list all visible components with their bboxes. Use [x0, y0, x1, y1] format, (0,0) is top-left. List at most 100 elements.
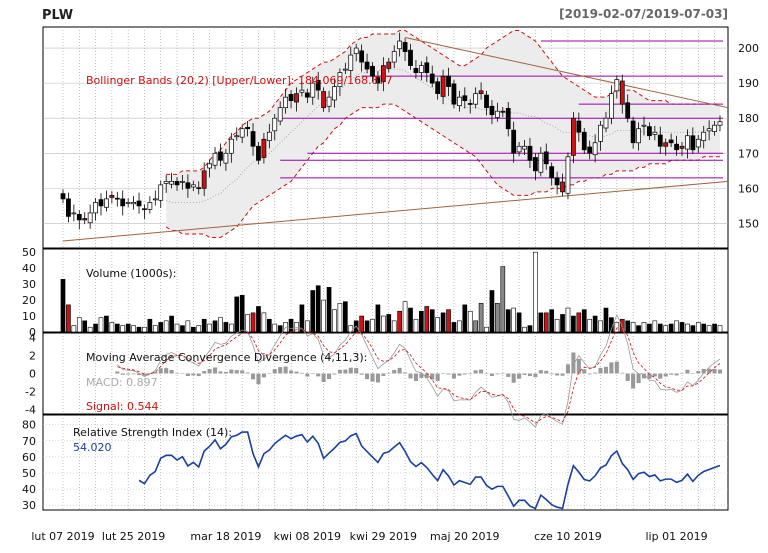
volume-bar [201, 318, 207, 333]
price-y-tick: 150 [738, 217, 759, 230]
volume-bar [500, 266, 506, 333]
candle-body [647, 126, 652, 137]
candle-body [234, 135, 240, 138]
price-y-tick: 170 [738, 147, 759, 160]
trendline-support [62, 180, 729, 242]
macd-histogram-bar [500, 373, 505, 374]
macd-histogram-bar [690, 373, 695, 374]
candle-body [516, 145, 522, 153]
macd-histogram-bar [131, 373, 136, 375]
macd-histogram-bar [522, 373, 527, 375]
candle-body [375, 77, 381, 84]
volume-bar [386, 314, 392, 333]
macd-histogram-bar [641, 373, 647, 379]
macd-histogram-bar [603, 366, 609, 374]
rsi-y-tick: 60 [22, 451, 36, 464]
volume-bar [522, 326, 527, 333]
candle-body [207, 163, 212, 169]
candle-body [71, 212, 77, 215]
macd-y-tick: -4 [25, 404, 36, 417]
volume-bar [185, 320, 191, 333]
signal-line [117, 326, 721, 424]
candle-body [668, 139, 674, 144]
volume-y-tick: 40 [22, 262, 36, 275]
volume-bar [690, 325, 696, 333]
volume-bar [60, 279, 66, 333]
date-range-title: [2019-02-07/2019-07-03] [559, 7, 728, 21]
candle-body [218, 151, 223, 161]
macd-histogram-bar [327, 373, 332, 379]
macd-histogram-bar [620, 372, 625, 374]
macd-histogram-bar [370, 373, 375, 382]
volume-bar [315, 285, 321, 333]
volume-bar [66, 304, 71, 333]
x-tick-label: lut 25 2019 [102, 530, 165, 543]
macd-histogram-bar [707, 368, 712, 374]
volume-bar [305, 320, 310, 333]
volume-bar [310, 290, 316, 333]
macd-histogram-bar [669, 373, 674, 375]
bollinger-upper-line [166, 30, 720, 175]
macd-histogram-bar [191, 373, 196, 376]
candle-body [109, 195, 115, 198]
candle-body [625, 102, 631, 119]
candle-body [283, 96, 289, 109]
candle-body [82, 218, 88, 221]
macd-histogram-bar [451, 373, 456, 379]
volume-bar [76, 317, 82, 333]
volume-panel [60, 251, 723, 333]
volume-bar [712, 323, 717, 333]
macd-histogram-bar [484, 373, 489, 374]
candle-body [66, 198, 71, 217]
macd-histogram-bar [278, 367, 283, 374]
volume-legend: Volume (1000s): [86, 267, 176, 280]
volume-bar [484, 326, 489, 333]
volume-bar [565, 307, 571, 333]
candle-body [294, 93, 299, 103]
candle-body [272, 117, 278, 132]
volume-bar [239, 294, 245, 333]
candle-body [592, 142, 598, 156]
macd-histogram-bar [538, 370, 543, 374]
candle-body [223, 152, 229, 164]
macd-histogram-bar [245, 372, 250, 374]
rsi-legend-title: Relative Strength Index (14): [73, 426, 232, 439]
macd-histogram-bar [299, 372, 304, 374]
price-panel [60, 30, 729, 242]
candle-body [136, 200, 142, 207]
volume-bar [630, 322, 636, 333]
macd-histogram-bar [120, 373, 125, 375]
macd-histogram-bar [544, 370, 549, 374]
macd-legend-title: Moving Average Convergence Divergence (4… [86, 351, 367, 364]
rsi-y-tick: 40 [22, 483, 36, 496]
panel-frame-rsi [42, 414, 729, 511]
volume-bar [462, 304, 468, 333]
macd-histogram-bar [555, 373, 560, 376]
macd-legend-value: MACD: 0.897 [86, 376, 158, 389]
macd-histogram-bar [473, 370, 478, 374]
candle-body [391, 51, 397, 63]
macd-histogram-bar [240, 370, 245, 374]
candle-body [98, 199, 104, 207]
candle-body [93, 202, 98, 214]
candle-body [304, 92, 310, 98]
candle-body [543, 151, 549, 165]
macd-histogram-bar [565, 364, 571, 374]
macd-histogram-bar [174, 372, 180, 374]
volume-bar [679, 322, 685, 333]
macd-histogram-bar [598, 367, 603, 374]
macd-histogram-bar [207, 369, 212, 374]
candle-body [685, 135, 690, 150]
volume-bar [321, 299, 326, 333]
candle-body [473, 93, 479, 105]
volume-bar [674, 320, 679, 333]
candle-body [261, 138, 267, 158]
macd-histogram-bar [256, 373, 261, 385]
volume-bar [299, 304, 305, 333]
volume-bar [180, 325, 185, 333]
macd-histogram-bar [441, 373, 446, 374]
candle-body [451, 83, 457, 105]
volume-bar [527, 325, 533, 333]
macd-histogram-bar [343, 369, 348, 374]
